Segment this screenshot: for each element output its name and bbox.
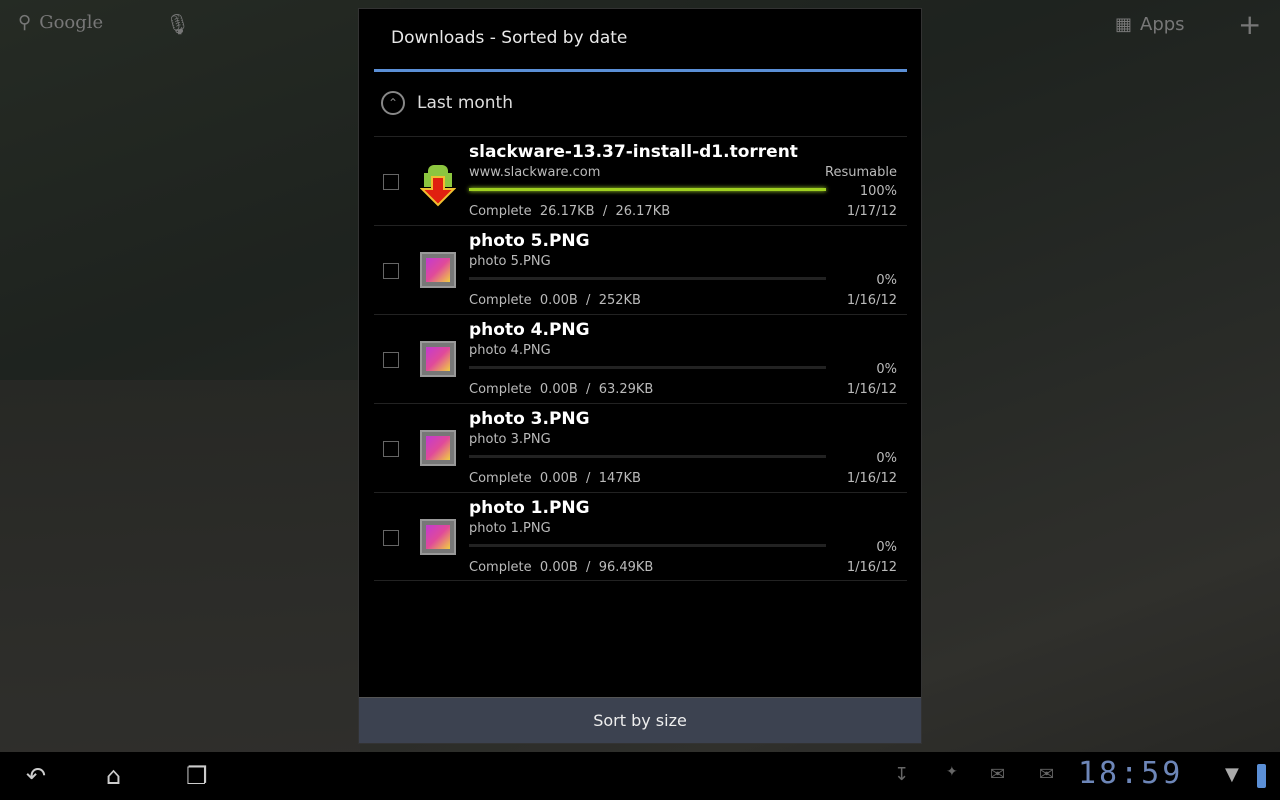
download-state: Resumable [825,165,897,180]
clock[interactable]: 18:59 [1078,756,1184,791]
download-row[interactable]: photo 5.PNG photo 5.PNG Complete 0.00B /… [374,225,907,314]
file-name: photo 3.PNG [469,409,590,429]
sort-by-size-button[interactable]: Sort by size [359,697,921,743]
file-name: photo 4.PNG [469,320,590,340]
gmail-icon[interactable]: ✉ [990,764,1006,785]
download-status: Complete 0.00B / 147KB [469,471,641,486]
download-list: slackware-13.37-install-d1.torrent www.s… [374,136,907,581]
apps-button[interactable]: ▦ Apps [1115,14,1185,35]
image-file-icon [420,341,456,377]
download-percent: 0% [876,362,897,377]
image-file-icon [420,430,456,466]
google-search[interactable]: ⚲ Google [18,12,103,33]
file-source: www.slackware.com [469,165,601,180]
progress-bar [469,188,826,191]
battery-icon [1257,764,1266,788]
apps-label: Apps [1140,14,1185,35]
download-status: Complete 0.00B / 252KB [469,293,641,308]
title-divider [374,69,907,72]
file-source: photo 4.PNG [469,343,551,358]
file-source: photo 3.PNG [469,432,551,447]
home-icon[interactable]: ⌂ [106,762,122,790]
gmail-icon[interactable]: ✉ [1039,764,1055,785]
system-bar: ↶ ⌂ ❐ ↧ ✦ ✉ ✉ 18:59 ▼ [0,752,1280,800]
group-header[interactable]: ⌃ Last month [381,91,513,115]
download-percent: 0% [876,273,897,288]
file-name: photo 1.PNG [469,498,590,518]
file-name: slackware-13.37-install-d1.torrent [469,142,798,162]
back-icon[interactable]: ↶ [26,762,47,790]
download-date: 1/16/12 [846,560,897,575]
progress-bar [469,455,826,458]
download-percent: 100% [859,184,897,199]
recent-apps-icon[interactable]: ❐ [186,762,208,790]
select-checkbox[interactable] [383,441,399,457]
download-row[interactable]: photo 3.PNG photo 3.PNG Complete 0.00B /… [374,403,907,492]
download-percent: 0% [876,451,897,466]
downloads-dialog: Downloads - Sorted by date ⌃ Last month … [358,8,922,744]
search-icon: ⚲ [18,12,32,33]
download-percent: 0% [876,540,897,555]
download-date: 1/16/12 [846,293,897,308]
download-status: Complete 0.00B / 63.29KB [469,382,654,397]
dialog-title: Downloads - Sorted by date [391,28,628,48]
select-checkbox[interactable] [383,352,399,368]
microphone-icon[interactable]: 🎙 [165,12,191,36]
group-label: Last month [417,93,513,113]
android-download-icon [419,163,457,207]
progress-bar [469,277,826,280]
wallpaper [0,380,360,752]
download-row[interactable]: photo 1.PNG photo 1.PNG Complete 0.00B /… [374,492,907,581]
download-status: Complete 0.00B / 96.49KB [469,560,654,575]
collapse-icon[interactable]: ⌃ [381,91,405,115]
download-row[interactable]: slackware-13.37-install-d1.torrent www.s… [374,136,907,225]
download-date: 1/17/12 [846,204,897,219]
download-status: Complete 26.17KB / 26.17KB [469,204,671,219]
select-checkbox[interactable] [383,263,399,279]
file-name: photo 5.PNG [469,231,590,251]
home-top-bar: ⚲ Google 🎙 ▦ Apps + [0,0,1280,52]
search-label: Google [39,12,104,33]
image-file-icon [420,252,456,288]
image-file-icon [420,519,456,555]
download-date: 1/16/12 [846,382,897,397]
add-icon[interactable]: + [1238,8,1262,41]
wifi-signal-icon: ▼ [1225,764,1239,785]
twitter-icon[interactable]: ✦ [946,764,958,780]
select-checkbox[interactable] [383,530,399,546]
file-source: photo 5.PNG [469,254,551,269]
apps-grid-icon: ▦ [1115,14,1133,35]
download-row[interactable]: photo 4.PNG photo 4.PNG Complete 0.00B /… [374,314,907,403]
progress-bar [469,366,826,369]
download-date: 1/16/12 [846,471,897,486]
download-notification-icon[interactable]: ↧ [894,764,910,785]
file-source: photo 1.PNG [469,521,551,536]
progress-bar [469,544,826,547]
select-checkbox[interactable] [383,174,399,190]
